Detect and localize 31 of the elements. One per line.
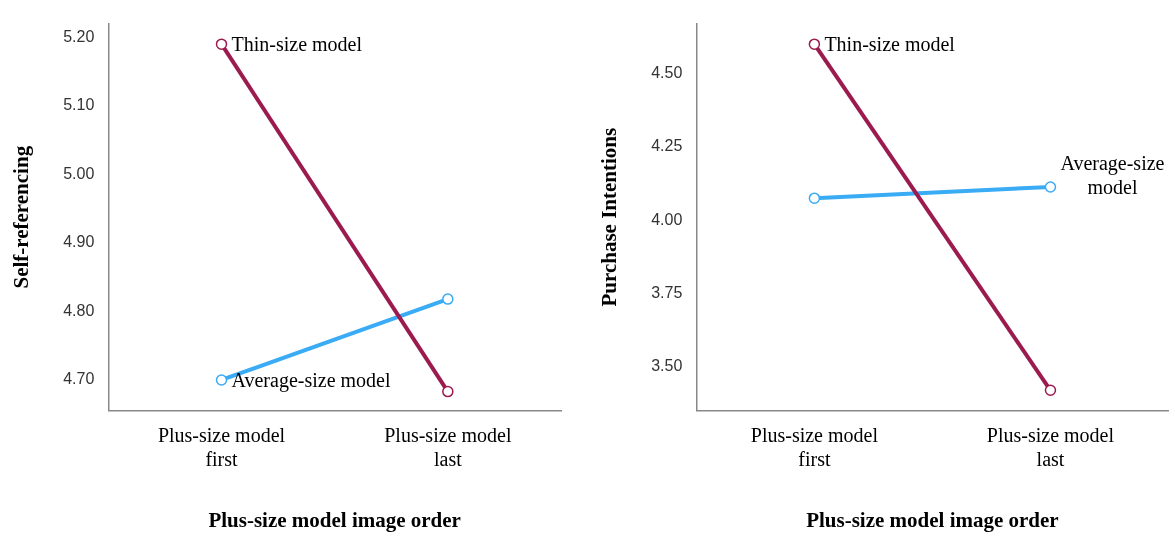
- y-tick-label: 4.90: [63, 233, 95, 251]
- y-tick-label: 5.00: [63, 164, 95, 182]
- point: [215, 38, 228, 50]
- x-axis-title: Plus-size model image order: [208, 507, 461, 532]
- point: [1044, 181, 1057, 193]
- y-tick-label: 5.20: [63, 27, 95, 45]
- annotation: Thin-size model: [231, 33, 363, 56]
- y-axis-title: Purchase Intentions: [597, 127, 622, 307]
- annotation: Thin-size model: [824, 33, 956, 56]
- y-tick-label: 4.80: [63, 301, 95, 319]
- annotation: Average-size model: [1060, 152, 1165, 199]
- y-tick-label: 5.10: [63, 96, 95, 114]
- point: [215, 374, 228, 386]
- y-tick-label: 4.70: [63, 370, 95, 388]
- point: [808, 38, 821, 50]
- annotation: Average-size model: [231, 369, 391, 393]
- point: [1044, 384, 1057, 397]
- x-tick-label: Plus-size model first: [750, 424, 879, 471]
- y-tick-label: 4.00: [651, 210, 683, 228]
- y-tick-label: 3.75: [651, 283, 683, 301]
- y-axis-title: Self-referencing: [9, 145, 34, 289]
- x-axis-title: Plus-size model image order: [806, 507, 1059, 532]
- y-tick-label: 4.50: [651, 63, 683, 81]
- x-tick-label: Plus-size model first: [157, 424, 286, 471]
- x-tick-label: Plus-size model last: [384, 424, 512, 471]
- point: [442, 385, 454, 398]
- point: [442, 293, 454, 305]
- y-tick-label: 4.25: [651, 137, 683, 155]
- y-tick-label: 3.50: [651, 357, 683, 375]
- point: [808, 192, 821, 204]
- x-tick-label: Plus-size model last: [986, 424, 1115, 471]
